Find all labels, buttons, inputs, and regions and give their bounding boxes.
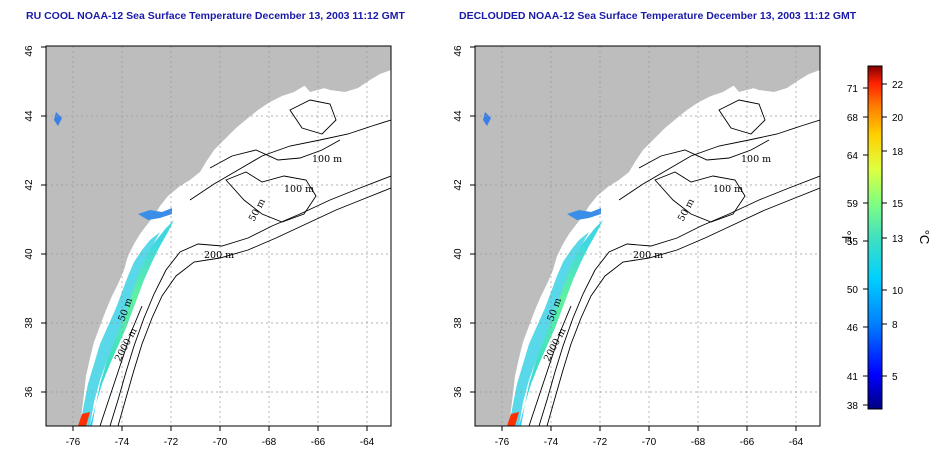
x-tick-right-5: -66 [740,437,755,448]
contour-label-200m: 200 m [204,250,234,261]
celsius-tick-6: 8 [892,320,898,331]
contour-label-200m: 200 m [633,250,663,261]
celsius-tick-3: 15 [892,199,904,210]
x-tick-left-4: -68 [262,437,277,448]
land-mass [475,46,820,426]
y-tick-right-3: 42 [453,179,464,191]
x-tick-left-5: -66 [311,437,326,448]
fahrenheit-tick-0: 71 [847,84,859,95]
land-mass [46,46,391,426]
colorbar: 71 68 64 59 55 50 46 41 38 22 20 18 15 1… [839,65,932,412]
celsius-tick-0: 22 [892,80,904,91]
x-tick-right-0: -76 [495,437,510,448]
x-tick-right-2: -72 [593,437,608,448]
y-tick-left-0: 36 [24,386,35,398]
x-tick-right-4: -68 [691,437,706,448]
fahrenheit-tick-1: 68 [847,113,859,124]
celsius-tick-5: 10 [892,286,904,297]
x-tick-left-1: -74 [115,437,130,448]
fahrenheit-tick-6: 46 [847,323,859,334]
celsius-tick-7: 5 [892,372,898,383]
celsius-tick-1: 20 [892,113,904,124]
celsius-unit-label: °C [917,230,932,245]
fahrenheit-tick-8: 38 [847,401,859,412]
fahrenheit-tick-4: 55 [847,237,859,248]
fahrenheit-tick-7: 41 [847,372,859,383]
y-tick-left-1: 38 [24,317,35,329]
y-tick-right-2: 40 [453,248,464,260]
x-tick-left-3: -70 [213,437,228,448]
contour-label-100m-a: 100 m [741,154,771,165]
fahrenheit-tick-3: 59 [847,199,859,210]
panel-title-right: DECLOUDED NOAA-12 Sea Surface Temperatur… [459,10,857,22]
y-tick-right-5: 46 [453,45,464,57]
y-tick-left-2: 40 [24,248,35,260]
map-panel-left: 100 m 100 m 50 m 200 m 50 m 2000 m -76 -… [24,45,392,448]
x-tick-left-6: -64 [360,437,375,448]
celsius-tick-2: 18 [892,147,904,158]
y-tick-left-3: 42 [24,179,35,191]
x-tick-right-6: -64 [789,437,804,448]
contour-label-100m-b: 100 m [713,184,743,195]
y-tick-right-0: 36 [453,386,464,398]
x-tick-right-3: -70 [642,437,657,448]
y-tick-right-4: 44 [453,110,464,122]
map-panel-right: 100 m 100 m 50 m 200 m 50 m 2000 m -76 -… [453,45,821,448]
contour-label-100m-a: 100 m [312,154,342,165]
fahrenheit-tick-5: 50 [847,285,859,296]
y-tick-left-5: 46 [24,45,35,57]
x-tick-left-2: -72 [164,437,179,448]
contour-label-100m-b: 100 m [284,184,314,195]
y-tick-right-1: 38 [453,317,464,329]
fahrenheit-unit-label: °F [839,230,854,243]
celsius-tick-4: 13 [892,234,904,245]
y-tick-left-4: 44 [24,110,35,122]
x-tick-right-1: -74 [544,437,559,448]
x-tick-left-0: -76 [66,437,81,448]
fahrenheit-tick-2: 64 [847,151,859,162]
panel-title-left: RU COOL NOAA-12 Sea Surface Temperature … [26,10,405,22]
